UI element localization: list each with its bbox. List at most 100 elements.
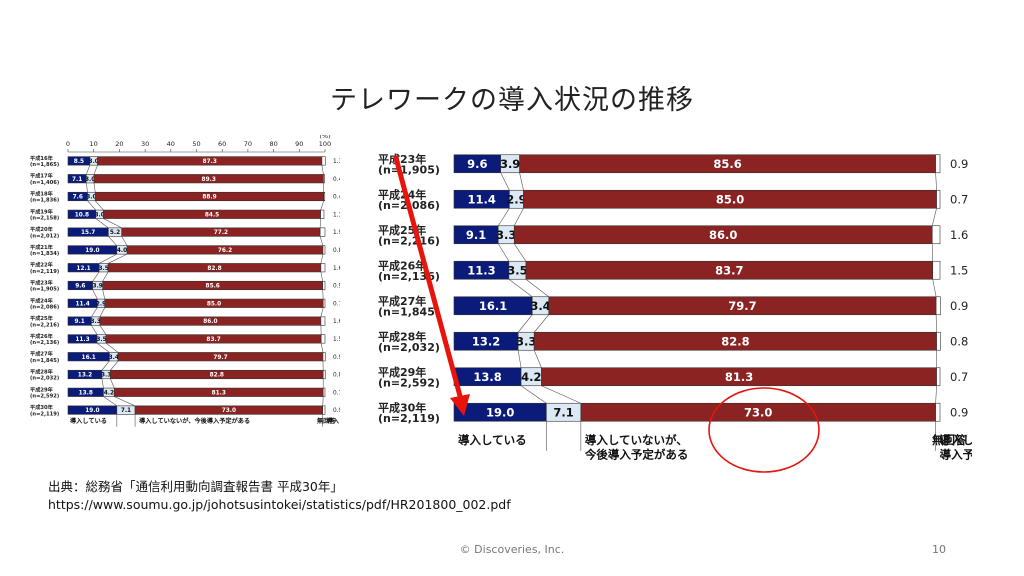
x-tick-label: 90 — [295, 140, 303, 148]
x-tick-label: 40 — [167, 140, 175, 148]
bar-segment-3 — [322, 387, 326, 397]
bar-segment-3 — [936, 189, 941, 209]
connector-line — [514, 243, 527, 262]
bar-value-label-0: 11.3 — [75, 337, 89, 343]
connector-line — [500, 172, 510, 191]
connector-line — [91, 307, 98, 318]
connector-line — [319, 218, 321, 228]
bar-value-label-2: 89.3 — [202, 177, 216, 183]
bar-value-label-2: 85.6 — [713, 157, 741, 171]
bar-value-label-1: 3.4 — [530, 299, 550, 313]
footer-copyright: © Discoveries, Inc. — [459, 543, 565, 556]
sample-size-label: (n=2,136) — [30, 340, 59, 346]
no-answer-value: 1.6 — [950, 228, 968, 242]
no-answer-value: 0.4 — [333, 177, 340, 183]
connector-line — [520, 385, 547, 404]
category-label: 平成30年 — [378, 400, 426, 414]
connector-line — [517, 350, 522, 368]
no-answer-value: 1.3 — [333, 212, 340, 218]
connector-line — [96, 342, 110, 353]
annotation-arrow — [393, 155, 470, 416]
bar-value-label-1: 2.9 — [96, 301, 106, 307]
bar-value-label-1: 4.2 — [521, 370, 541, 384]
x-tick-label: 20 — [115, 140, 123, 148]
bar-value-label-1: 2.9 — [506, 192, 526, 206]
connector-line — [85, 165, 91, 175]
bar-value-label-0: 11.3 — [467, 263, 495, 277]
connector-line — [533, 350, 542, 368]
connector-line — [95, 218, 109, 229]
bar-value-label-1: 3.3 — [101, 373, 111, 379]
legend-label: 今後導入予定がある — [584, 448, 689, 462]
bar-value-label-2: 81.3 — [212, 390, 226, 396]
connector-line — [525, 279, 549, 297]
connector-line — [541, 385, 581, 404]
sample-size-label: (n=2,119) — [378, 412, 440, 425]
connector-line — [95, 200, 104, 211]
sample-size-label: (n=2,216) — [378, 235, 440, 248]
connector-line — [91, 325, 98, 335]
bar-value-label-2: 83.7 — [715, 263, 743, 277]
bar-segment-3 — [935, 402, 941, 422]
bar-segment-3 — [320, 209, 325, 219]
bar-value-label-1: 3.0 — [94, 212, 104, 218]
connector-line — [322, 396, 324, 406]
large-stacked-bar-chart: 平成23年(n=1,905)9.63.985.60.9平成24年(n=2,086… — [378, 152, 972, 473]
connector-line — [107, 253, 128, 264]
category-label: 平成30年 — [30, 403, 54, 411]
bar-value-label-0: 12.1 — [76, 266, 90, 272]
bar-value-label-2: 73.0 — [744, 405, 772, 419]
x-tick-label: 30 — [141, 140, 149, 148]
sample-size-label: (n=2,119) — [30, 411, 59, 417]
connector-line — [93, 165, 98, 175]
connector-line — [932, 279, 937, 297]
no-answer-value: 1.5 — [950, 263, 968, 277]
bar-value-label-0: 15.7 — [81, 230, 95, 236]
bar-value-label-1: 3.3 — [90, 319, 100, 325]
slide-title: テレワークの導入状況の推移 — [330, 85, 694, 116]
sample-size-label: (n=1,845) — [378, 306, 440, 319]
no-answer-value: 0.7 — [333, 390, 340, 396]
connector-line — [497, 208, 510, 226]
sample-size-label: (n=2,032) — [378, 341, 440, 354]
category-label: 平成25年 — [30, 314, 54, 322]
connector-line — [533, 314, 550, 333]
sample-size-label: (n=2,158) — [30, 215, 59, 221]
no-answer-value: 0.8 — [333, 248, 340, 254]
category-label: 平成23年 — [30, 279, 54, 287]
sample-size-label: (n=2,216) — [30, 322, 59, 328]
connector-line — [114, 396, 136, 407]
connector-line — [105, 342, 119, 353]
category-label: 平成24年 — [30, 296, 54, 304]
category-label: 平成27年 — [30, 350, 54, 358]
bar-segment-3 — [320, 263, 326, 273]
bar-value-label-2: 79.7 — [213, 355, 227, 361]
legend-label: 導入している — [70, 417, 107, 425]
bar-value-label-2: 82.8 — [207, 266, 221, 272]
no-answer-value: 0.9 — [950, 157, 968, 171]
bar-value-label-1: 7.1 — [121, 408, 131, 414]
category-label: 平成22年 — [30, 261, 54, 269]
no-answer-value: 1.5 — [333, 337, 340, 343]
bar-value-label-1: 3.5 — [96, 337, 106, 343]
bar-value-label-0: 13.2 — [472, 334, 500, 348]
sample-size-label: (n=2,119) — [30, 269, 59, 275]
x-tick-label: 50 — [192, 140, 200, 148]
category-label: 平成29年 — [30, 385, 54, 393]
category-label: 平成21年 — [30, 243, 54, 251]
connector-line — [497, 243, 510, 262]
bar-segment-3 — [320, 334, 326, 344]
sample-size-label: (n=1,406) — [30, 180, 59, 186]
connector-line — [320, 271, 323, 282]
connector-line — [121, 236, 128, 246]
bar-segment-3 — [931, 225, 941, 245]
small-stacked-bar-chart: 0 10 20 30 40 50 60 70 80 90 100(%) 平成16年(n=1,865) 8… — [30, 135, 340, 427]
connector-line — [92, 271, 100, 282]
connector-line — [508, 279, 533, 297]
bar-value-label-2: 88.9 — [202, 195, 216, 201]
connector-line — [98, 253, 117, 264]
sample-size-label: (n=1,845) — [30, 358, 59, 364]
bar-value-label-1: 3.0 — [86, 195, 96, 201]
source-url: https://www.soumu.go.jp/johotsusintokei/… — [48, 497, 511, 512]
category-label: 平成27年 — [378, 294, 426, 308]
